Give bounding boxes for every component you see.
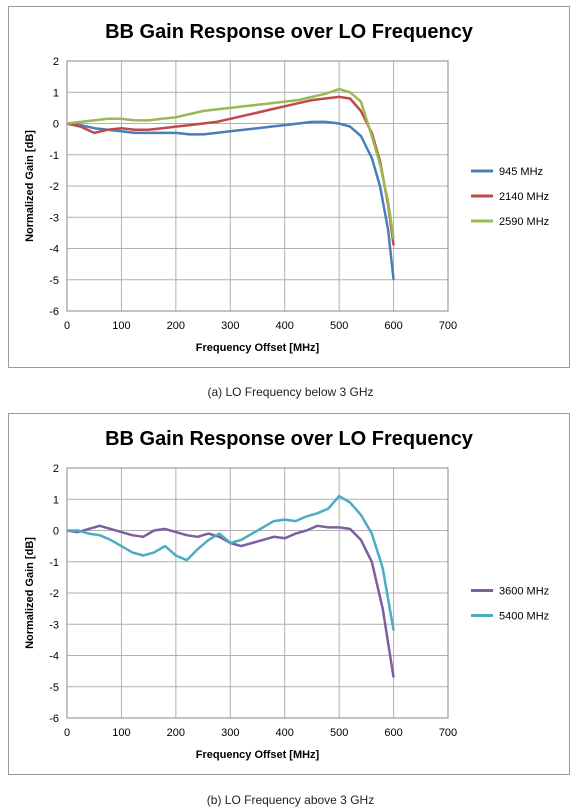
x-tick-label: 0 <box>64 727 70 739</box>
legend-label: 945 MHz <box>499 166 543 178</box>
chart-title: BB Gain Response over LO Frequency <box>105 428 474 450</box>
y-tick-label: -5 <box>49 275 59 287</box>
x-tick-label: 300 <box>221 727 239 739</box>
y-tick-label: 1 <box>53 87 59 99</box>
legend-label: 2140 MHz <box>499 191 549 203</box>
chart-panel-b: BB Gain Response over LO Frequency 2 1 0 -1 -… <box>8 413 570 775</box>
y-tick-label: 2 <box>53 463 59 475</box>
plot-area <box>66 60 449 312</box>
series-line-1 <box>67 494 395 631</box>
y-tick-label: -2 <box>49 588 59 600</box>
y-axis-label: Normalized Gain [dB] <box>24 537 36 649</box>
chart-b-svg: BB Gain Response over LO Frequency 2 1 0 -1 -… <box>24 428 549 761</box>
x-tick-label: 700 <box>439 320 457 332</box>
x-tick-label: 700 <box>439 727 457 739</box>
x-tick-label: 400 <box>276 320 294 332</box>
legend-label: 2590 MHz <box>499 216 549 228</box>
x-axis-label: Frequency Offset [MHz] <box>196 749 320 761</box>
y-tick-label: -5 <box>49 682 59 694</box>
y-tick-label: 1 <box>53 494 59 506</box>
caption-a: (a) LO Frequency below 3 GHz <box>207 385 374 399</box>
series-line-0 <box>66 120 395 280</box>
y-tick-label: -1 <box>49 150 59 162</box>
series-line-2 <box>66 87 395 240</box>
x-axis-label: Frequency Offset [MHz] <box>196 342 320 354</box>
y-tick-label: -6 <box>49 306 59 318</box>
chart-panel-a: BB Gain Response over LO Frequency 2 1 0 -1 -… <box>8 6 570 368</box>
plot-area <box>66 467 449 719</box>
y-tick-label: -1 <box>49 557 59 569</box>
chart-title: BB Gain Response over LO Frequency <box>105 21 474 43</box>
y-tick-label: 2 <box>53 56 59 68</box>
legend-label: 5400 MHz <box>499 611 549 623</box>
y-tick-label: -6 <box>49 713 59 725</box>
y-tick-label: 0 <box>53 119 59 131</box>
legend-label: 3600 MHz <box>499 586 549 598</box>
y-tick-label: -3 <box>49 212 59 224</box>
x-tick-label: 300 <box>221 320 239 332</box>
x-tick-label: 200 <box>167 727 185 739</box>
x-tick-label: 0 <box>64 320 70 332</box>
caption-b: (b) LO Frequency above 3 GHz <box>206 793 375 807</box>
x-tick-label: 600 <box>384 727 402 739</box>
x-tick-label: 100 <box>112 727 130 739</box>
x-tick-label: 500 <box>330 320 348 332</box>
series-line-1 <box>66 95 395 246</box>
x-tick-label: 500 <box>330 727 348 739</box>
y-axis-label: Normalized Gain [dB] <box>24 130 36 242</box>
x-tick-label: 600 <box>384 320 402 332</box>
x-tick-label: 400 <box>276 727 294 739</box>
y-tick-label: -2 <box>49 181 59 193</box>
y-tick-label: 0 <box>53 526 59 538</box>
y-tick-label: -4 <box>49 651 59 663</box>
y-tick-label: -3 <box>49 619 59 631</box>
chart-a-svg: BB Gain Response over LO Frequency 2 1 0 -1 -… <box>24 21 549 354</box>
x-tick-label: 200 <box>167 320 185 332</box>
y-tick-label: -4 <box>49 244 59 256</box>
x-tick-label: 100 <box>112 320 130 332</box>
